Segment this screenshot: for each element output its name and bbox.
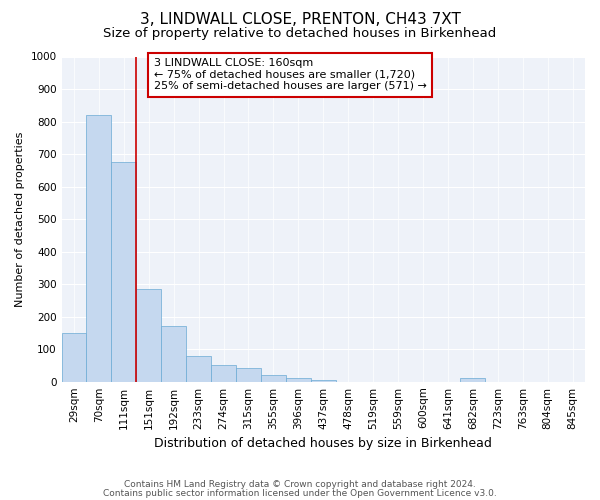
Bar: [311, 380, 336, 382]
Bar: [186, 356, 211, 382]
Bar: [62, 333, 86, 382]
Bar: [286, 378, 311, 382]
Bar: [236, 368, 261, 382]
Text: Size of property relative to detached houses in Birkenhead: Size of property relative to detached ho…: [103, 28, 497, 40]
X-axis label: Distribution of detached houses by size in Birkenhead: Distribution of detached houses by size …: [154, 437, 492, 450]
Y-axis label: Number of detached properties: Number of detached properties: [15, 132, 25, 307]
Bar: [86, 115, 112, 382]
Text: Contains public sector information licensed under the Open Government Licence v3: Contains public sector information licen…: [103, 488, 497, 498]
Bar: [261, 374, 286, 382]
Bar: [112, 162, 136, 382]
Text: 3, LINDWALL CLOSE, PRENTON, CH43 7XT: 3, LINDWALL CLOSE, PRENTON, CH43 7XT: [140, 12, 460, 28]
Text: Contains HM Land Registry data © Crown copyright and database right 2024.: Contains HM Land Registry data © Crown c…: [124, 480, 476, 489]
Text: 3 LINDWALL CLOSE: 160sqm
← 75% of detached houses are smaller (1,720)
25% of sem: 3 LINDWALL CLOSE: 160sqm ← 75% of detach…: [154, 58, 427, 92]
Bar: [161, 326, 186, 382]
Bar: [136, 289, 161, 382]
Bar: [211, 365, 236, 382]
Bar: [460, 378, 485, 382]
